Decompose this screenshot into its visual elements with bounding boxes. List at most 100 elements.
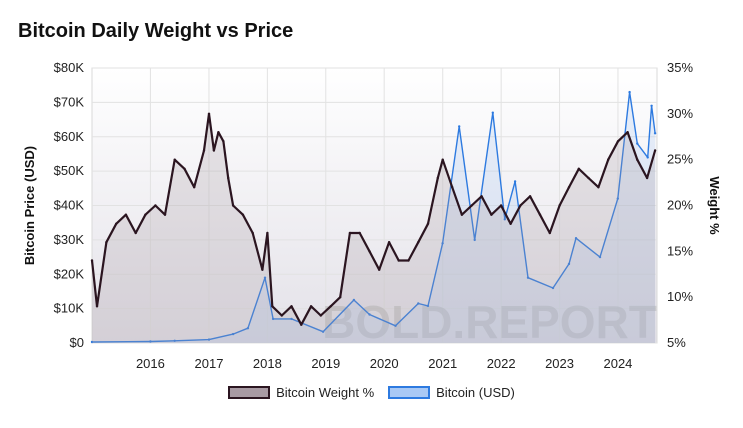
series-bitcoin-weight-point — [653, 149, 657, 152]
series-bitcoin-usd-point — [246, 327, 250, 330]
series-bitcoin-usd-point — [636, 142, 639, 145]
y-left-axis-title: Bitcoin Price (USD) — [22, 146, 37, 265]
x-tick-label: 2016 — [136, 356, 165, 371]
series-bitcoin-weight-point — [397, 259, 400, 262]
series-bitcoin-weight-point — [348, 231, 352, 235]
series-bitcoin-weight-point — [509, 222, 512, 225]
series-bitcoin-weight-point — [329, 305, 332, 308]
series-bitcoin-weight-point — [519, 204, 522, 207]
legend-item-price[interactable]: Bitcoin (USD) — [388, 385, 515, 400]
series-bitcoin-weight-point — [202, 149, 206, 152]
series-bitcoin-usd-point — [598, 255, 602, 259]
y-left-tick-label: $40K — [54, 198, 85, 213]
x-tick-label: 2021 — [428, 356, 457, 371]
y-left-tick-label: $0 — [70, 335, 84, 350]
x-tick-label: 2019 — [311, 356, 340, 371]
series-bitcoin-weight-point — [115, 222, 118, 225]
series-bitcoin-usd-point — [271, 317, 275, 321]
series-bitcoin-weight-point — [227, 176, 230, 180]
series-bitcoin-weight-line — [90, 112, 657, 326]
series-bitcoin-weight-point — [231, 204, 235, 207]
series-bitcoin-weight-point — [577, 167, 580, 170]
series-bitcoin-usd-point — [628, 90, 631, 94]
series-bitcoin-weight-point — [626, 131, 629, 134]
series-bitcoin-weight-point — [266, 231, 269, 235]
series-bitcoin-usd-point — [646, 156, 649, 159]
series-bitcoin-usd-point — [321, 330, 325, 333]
series-bitcoin-usd-point — [574, 237, 578, 240]
series-bitcoin-weight-area — [92, 113, 656, 343]
legend-item-weight[interactable]: Bitcoin Weight % — [228, 385, 374, 400]
series-bitcoin-weight-point — [548, 231, 551, 235]
y-left-tick-label: $70K — [54, 94, 85, 109]
x-tick-label: 2017 — [195, 356, 224, 371]
series-bitcoin-weight-point — [319, 314, 322, 317]
y-right-tick-label: 15% — [667, 243, 693, 258]
series-bitcoin-weight-point — [607, 158, 610, 161]
x-tick-label: 2024 — [603, 356, 632, 371]
series-bitcoin-weight-point — [387, 241, 391, 244]
y-left-tick-label: $30K — [54, 232, 85, 247]
series-bitcoin-weight-point — [300, 323, 303, 326]
series-bitcoin-weight-point — [407, 259, 410, 262]
series-bitcoin-usd-point — [207, 338, 211, 341]
series-bitcoin-usd-point — [417, 302, 420, 305]
y-right-tick-label: 5% — [667, 335, 686, 350]
x-tick-label: 2020 — [370, 356, 399, 371]
series-bitcoin-weight-point — [183, 167, 186, 170]
series-bitcoin-weight-point — [460, 213, 464, 216]
series-bitcoin-usd-point — [394, 324, 397, 327]
series-bitcoin-usd-point — [263, 276, 267, 279]
series-bitcoin-usd-point — [231, 332, 235, 336]
series-bitcoin-usd-point — [567, 262, 571, 266]
y-right-tick-label: 30% — [667, 106, 693, 121]
y-left-tick-label: $20K — [54, 266, 85, 281]
series-bitcoin-usd-point — [526, 276, 530, 279]
series-bitcoin-weight-point — [378, 268, 381, 271]
series-bitcoin-weight-point — [587, 176, 590, 180]
series-bitcoin-weight-point — [528, 195, 532, 198]
series-bitcoin-usd-point — [491, 111, 494, 114]
series-bitcoin-weight-point — [567, 186, 571, 189]
y-left-tick-label: $10K — [54, 301, 85, 316]
series-bitcoin-weight-point — [173, 158, 176, 161]
series-bitcoin-usd-point — [458, 125, 461, 128]
series-bitcoin-weight-point — [90, 259, 94, 262]
legend-swatch-weight — [228, 386, 271, 399]
chart-title: Bitcoin Daily Weight vs Price — [18, 20, 294, 42]
series-bitcoin-weight-point — [368, 250, 371, 253]
series-bitcoin-weight-point — [105, 241, 108, 244]
y-left-tick-label: $60K — [54, 129, 85, 144]
series-bitcoin-weight-point — [241, 213, 245, 216]
series-bitcoin-weight-point — [280, 314, 283, 317]
legend-label-weight: Bitcoin Weight % — [276, 385, 375, 400]
y-right-tick-label: 10% — [667, 289, 693, 304]
series-bitcoin-usd-point — [290, 317, 293, 321]
y-right-tick-label: 20% — [667, 198, 693, 213]
series-bitcoin-weight-point — [426, 222, 430, 225]
series-bitcoin-weight-point — [144, 213, 147, 216]
series-bitcoin-weight-point — [597, 186, 600, 189]
legend: Bitcoin Weight % Bitcoin (USD) — [0, 385, 743, 400]
series-bitcoin-weight-point — [251, 231, 254, 235]
y-left-tick-label: $50K — [54, 163, 85, 178]
series-bitcoin-weight-point — [417, 241, 420, 244]
series-bitcoin-weight-point — [490, 213, 493, 216]
y-right-tick-label: 35% — [667, 60, 693, 75]
series-bitcoin-weight-point — [470, 204, 473, 207]
x-tick-label: 2023 — [545, 356, 574, 371]
series-bitcoin-weight-point — [134, 231, 137, 235]
series-bitcoin-usd-point — [650, 104, 653, 108]
series-bitcoin-usd-point — [441, 242, 444, 245]
series-bitcoin-weight-point — [207, 112, 211, 116]
series-bitcoin-weight-point — [558, 204, 561, 207]
series-bitcoin-weight-point — [436, 176, 439, 180]
y-right-tick-label: 25% — [667, 152, 693, 167]
series-bitcoin-weight-point — [95, 305, 99, 308]
legend-swatch-price — [388, 386, 431, 399]
series-bitcoin-weight-point — [339, 296, 342, 299]
series-bitcoin-weight-point — [212, 149, 216, 152]
series-bitcoin-weight-point — [441, 158, 444, 161]
series-bitcoin-weight-point — [451, 186, 454, 189]
